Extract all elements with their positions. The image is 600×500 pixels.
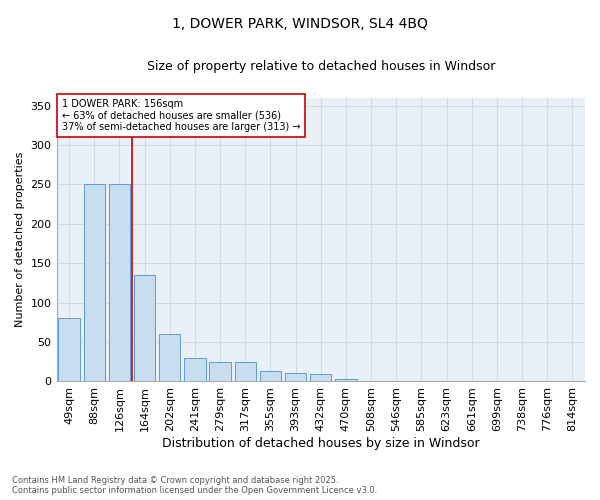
Bar [109,184,130,382]
Bar [361,380,382,382]
Y-axis label: Number of detached properties: Number of detached properties [15,152,25,328]
Bar [235,362,256,382]
Bar [83,184,105,382]
Bar [58,318,80,382]
Bar [285,373,307,382]
Bar [335,379,356,382]
Text: Contains HM Land Registry data © Crown copyright and database right 2025.
Contai: Contains HM Land Registry data © Crown c… [12,476,377,495]
Text: 1, DOWER PARK, WINDSOR, SL4 4BQ: 1, DOWER PARK, WINDSOR, SL4 4BQ [172,18,428,32]
Bar [260,371,281,382]
Bar [209,362,231,382]
Bar [134,275,155,382]
X-axis label: Distribution of detached houses by size in Windsor: Distribution of detached houses by size … [162,437,479,450]
Bar [184,358,206,382]
Bar [310,374,331,382]
Bar [159,334,181,382]
Text: 1 DOWER PARK: 156sqm
← 63% of detached houses are smaller (536)
37% of semi-deta: 1 DOWER PARK: 156sqm ← 63% of detached h… [62,99,301,132]
Title: Size of property relative to detached houses in Windsor: Size of property relative to detached ho… [146,60,495,73]
